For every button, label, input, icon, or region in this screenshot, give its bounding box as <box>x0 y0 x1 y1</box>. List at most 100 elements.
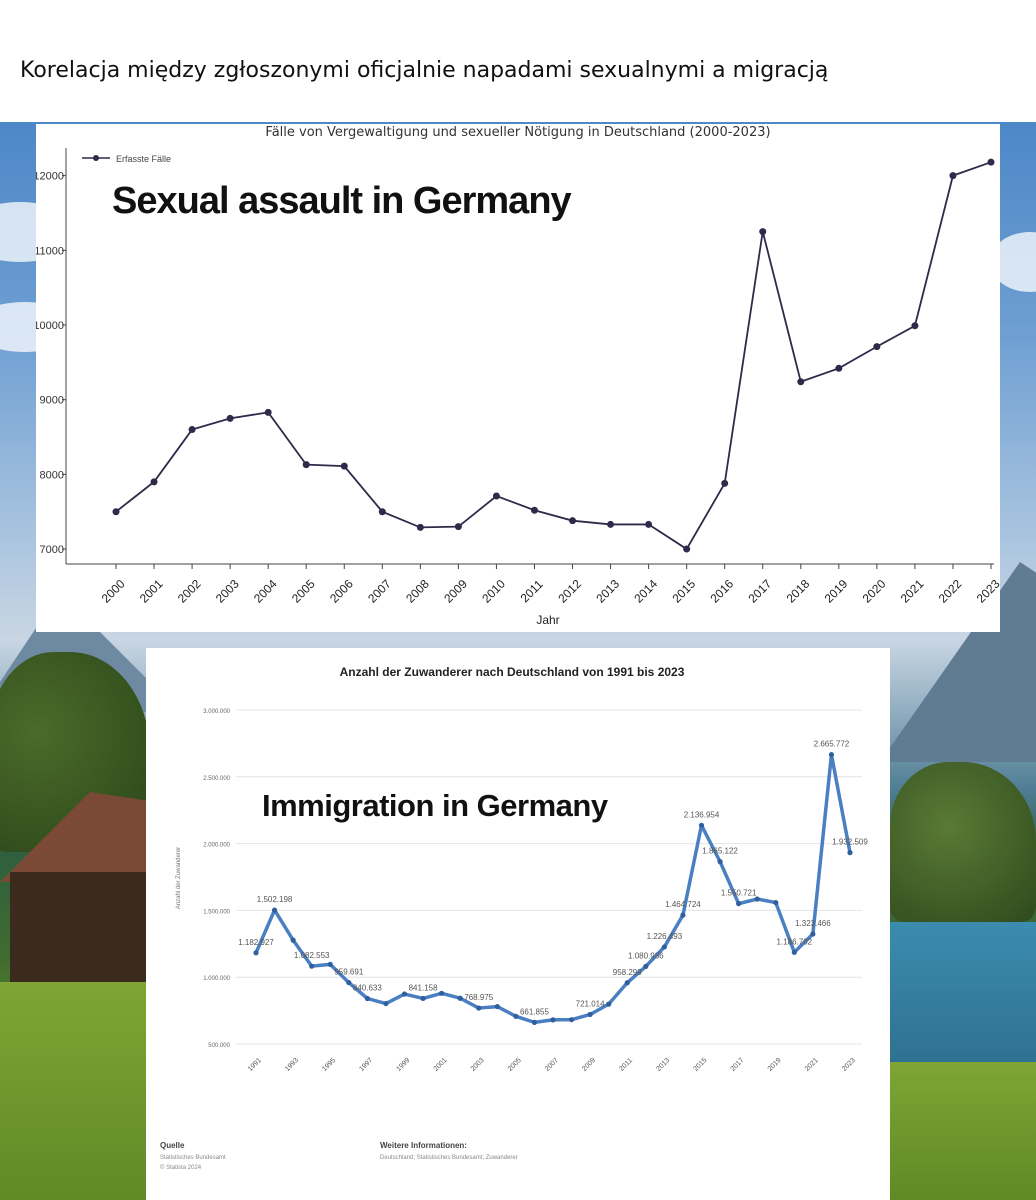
x-tick-label: 2016 <box>707 577 736 606</box>
x-tick-label: 1997 <box>358 1057 374 1073</box>
x-tick-label: 2003 <box>470 1057 486 1073</box>
data-point <box>309 963 315 969</box>
data-point <box>587 1011 593 1018</box>
data-label: 721.014 <box>576 999 605 1008</box>
data-label: 661.855 <box>520 1007 549 1016</box>
data-point <box>264 408 272 416</box>
x-tick-label: 2001 <box>137 577 166 606</box>
data-point <box>513 1013 519 1019</box>
data-label: 841.158 <box>409 983 438 992</box>
data-point <box>754 896 760 902</box>
data-point <box>401 991 408 997</box>
chart-title: Fälle von Vergewaltigung und sexueller N… <box>265 125 770 140</box>
data-label: 1.226.493 <box>647 932 683 941</box>
data-point <box>683 545 691 553</box>
data-point <box>530 506 538 514</box>
data-point <box>698 822 705 828</box>
x-tick-label: 2011 <box>618 1057 634 1073</box>
x-axis-title: Jahr <box>536 613 559 627</box>
data-point <box>492 492 500 500</box>
x-tick-label: 2018 <box>784 577 813 606</box>
x-tick-label: 2013 <box>655 1057 671 1073</box>
y-tick-label: 10000 <box>36 320 64 332</box>
data-point <box>569 517 577 525</box>
data-point <box>949 172 957 180</box>
data-point <box>550 1017 556 1023</box>
data-label: 1.182.927 <box>238 938 274 947</box>
x-tick-label: 2009 <box>581 1057 597 1073</box>
data-point <box>378 508 386 516</box>
data-point <box>835 364 843 372</box>
y-tick-label: 500.000 <box>208 1043 230 1049</box>
y-tick-label: 7000 <box>40 544 64 556</box>
footer-source-line: Statistisches Bundesamt <box>160 1155 226 1161</box>
x-tick-label: 1995 <box>321 1057 337 1073</box>
data-point <box>454 523 462 531</box>
data-label: 1.186.702 <box>777 937 813 946</box>
data-label: 1.932.509 <box>832 838 868 847</box>
x-tick-label: 2023 <box>841 1057 857 1073</box>
x-tick-label: 2009 <box>441 577 470 606</box>
data-point <box>112 508 120 516</box>
data-label: 1.323.466 <box>795 919 831 928</box>
data-label: 1.865.122 <box>702 847 738 856</box>
y-tick-label: 1.500.000 <box>203 909 230 915</box>
legend-swatch-marker <box>93 155 99 161</box>
x-tick-label: 2019 <box>767 1057 783 1073</box>
data-point <box>150 478 158 486</box>
x-tick-label: 1999 <box>395 1057 411 1073</box>
data-point <box>721 479 729 487</box>
data-point <box>416 523 424 531</box>
footer-info-heading: Weitere Informationen: <box>380 1141 467 1150</box>
x-tick-label: 2013 <box>593 577 622 606</box>
data-point <box>327 961 333 967</box>
data-point <box>226 414 234 422</box>
data-point <box>253 950 259 956</box>
y-tick-label: 2.000.000 <box>203 843 230 849</box>
x-tick-label: 2021 <box>804 1057 820 1073</box>
x-tick-label: 2003 <box>213 577 242 606</box>
data-label: 1.082.553 <box>294 951 330 960</box>
y-tick-label: 1.000.000 <box>203 976 230 982</box>
immigration-chart-panel: Anzahl der Zuwanderer nach Deutschland v… <box>146 648 890 1200</box>
data-point <box>717 859 723 865</box>
footer-source-line: © Statista 2024 <box>160 1164 202 1171</box>
x-tick-label: 2023 <box>974 577 1000 606</box>
x-tick-label: 2007 <box>365 577 394 606</box>
x-tick-label: 2017 <box>746 577 775 606</box>
x-tick-label: 2004 <box>251 577 280 606</box>
x-tick-label: 1993 <box>284 1057 300 1073</box>
sexual-assault-overlay-label: Sexual assault in Germany <box>112 180 572 222</box>
data-point <box>606 1001 612 1007</box>
data-point <box>987 158 995 166</box>
x-tick-label: 2008 <box>403 577 432 606</box>
data-label: 959.691 <box>334 968 363 977</box>
data-point <box>791 949 797 955</box>
footer-info-line: Deutschland; Statistisches Bundesamt; Zu… <box>380 1155 518 1161</box>
y-tick-label: 12000 <box>36 171 64 183</box>
data-label: 1.550.721 <box>721 889 757 898</box>
x-tick-label: 2012 <box>555 577 584 606</box>
data-point <box>346 979 352 986</box>
y-tick-label: 8000 <box>40 469 64 481</box>
data-point <box>661 944 667 950</box>
lake <box>880 922 1036 1072</box>
data-label: 840.633 <box>353 983 382 992</box>
trees <box>890 762 1036 922</box>
x-tick-label: 2007 <box>544 1057 560 1073</box>
data-label: 1.080.936 <box>628 951 664 960</box>
data-point <box>624 980 630 986</box>
x-tick-label: 2014 <box>631 577 660 606</box>
x-tick-label: 2002 <box>175 577 204 606</box>
x-tick-label: 2005 <box>507 1057 523 1073</box>
data-point <box>568 1017 575 1023</box>
data-point <box>302 461 310 469</box>
data-point <box>340 462 348 470</box>
x-tick-label: 2006 <box>327 577 356 606</box>
data-point <box>531 1019 538 1025</box>
legend-label: Erfasste Fälle <box>116 154 171 164</box>
x-tick-label: 2001 <box>433 1057 449 1073</box>
data-point <box>457 995 463 1001</box>
data-point <box>494 1003 500 1010</box>
data-point <box>759 228 767 236</box>
